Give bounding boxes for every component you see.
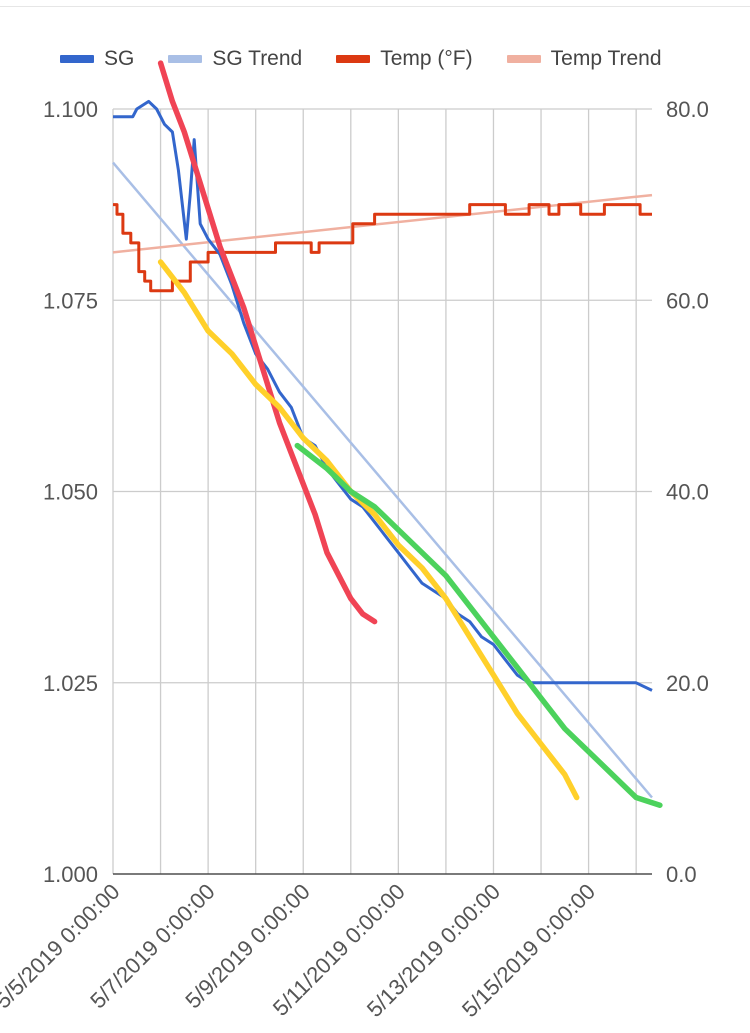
legend-item[interactable]: SG [60,47,134,71]
y-left-tick-label: 1.025 [43,671,98,696]
y-axis-left-labels: 1.000 1.025 1.050 1.075 1.100 [43,97,98,887]
legend-item[interactable]: Temp (°F) [336,47,473,71]
x-axis-labels: 5/5/2019 0:00:005/7/2019 0:00:005/9/2019… [0,879,600,1022]
y-right-tick-label: 40.0 [666,480,709,505]
y-axis-right-labels: 0.0 20.0 40.0 60.0 80.0 [666,97,709,887]
y-right-tick-label: 60.0 [666,288,709,313]
y-left-tick-label: 1.100 [43,97,98,122]
y-right-tick-label: 20.0 [666,671,709,696]
legend-label: Temp Trend [550,47,662,70]
top-divider [0,6,750,7]
legend-swatch [336,55,371,63]
series-line-temp-f [113,203,652,293]
series-line-overlay-6 [294,442,663,808]
legend-label: SG [104,47,135,70]
y-right-tick-label: 80.0 [666,97,709,122]
legend-label: SG Trend [212,47,303,70]
legend-swatch [168,55,203,63]
chart-legend: SG SG Trend Temp (°F) Temp Trend [60,44,696,74]
series-line-overlay-5 [157,259,580,801]
series-line-overlay-4 [157,60,378,625]
y-left-tick-label: 1.000 [43,862,98,887]
legend-label: Temp (°F) [380,47,473,70]
y-right-tick-label: 0.0 [666,862,697,887]
y-left-tick-label: 1.050 [43,480,98,505]
series-line-sg [113,99,653,692]
series-lines [112,60,663,808]
legend-item[interactable]: SG Trend [168,47,302,71]
legend-swatch [60,55,94,63]
legend-swatch [506,55,541,63]
legend-item[interactable]: Temp Trend [506,47,662,71]
series-line-sg-trend [112,161,653,799]
y-left-tick-label: 1.075 [43,288,98,313]
